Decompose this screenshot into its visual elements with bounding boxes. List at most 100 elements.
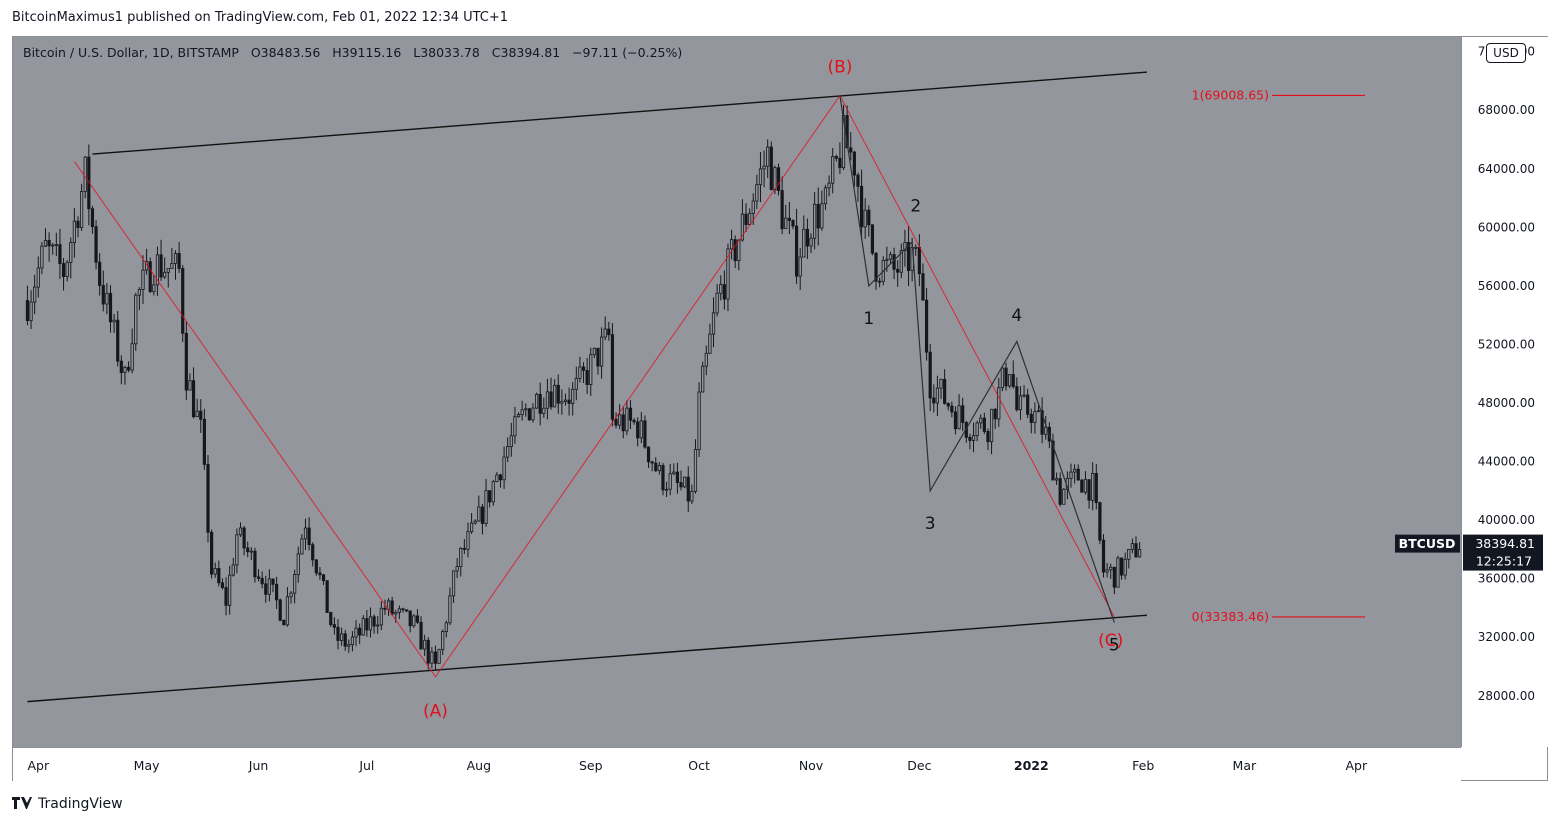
candle-body [159,254,163,278]
candle-body [1112,566,1116,588]
x-tick-label: Dec [907,758,931,773]
candle-body [502,456,506,481]
candle-body [1008,374,1012,387]
candle-body [704,352,708,367]
candle-body [686,476,690,502]
footer: TradingView [12,795,123,813]
high-label: H [332,45,342,60]
candle-body [1087,479,1091,501]
candle-body [827,182,831,189]
candle-body [957,405,961,430]
candle-body [968,436,972,441]
candle-body [354,627,358,638]
candle-body [358,627,362,636]
candle-body [946,403,950,407]
footer-brand[interactable]: TradingView [38,796,123,812]
candle-body [690,490,694,502]
candle-body [51,244,55,247]
x-tick-label: Sep [579,758,603,773]
candle-body [1040,410,1044,435]
candle-body [166,268,170,273]
low-label: L [413,45,421,60]
candle-body [531,407,535,421]
candle-body [632,419,636,423]
candle-body [831,156,835,184]
candle-body [90,208,95,228]
candle-body [722,284,726,300]
candle-body [1091,473,1095,501]
time-axis[interactable] [13,747,1461,781]
candle-body [885,258,889,261]
candle-body [813,203,817,239]
candle-body [932,397,936,404]
candle-body [105,292,109,305]
candle-body [1076,468,1080,481]
tradingview-logo-icon[interactable] [12,795,32,813]
candle-body [1058,478,1062,505]
plot-area[interactable] [13,37,1461,747]
candle-body [249,550,253,553]
candle-body [163,271,167,278]
candle-body [567,399,571,404]
candle-body [329,612,333,626]
candle-body [123,366,127,374]
candle-body [1109,566,1113,571]
candle-body [657,465,661,472]
candle-body [636,421,640,439]
candle-body [574,377,578,390]
candle-body [758,168,763,186]
x-tick-label: Feb [1132,758,1154,773]
candle-body [1130,543,1135,550]
candle-body [856,174,860,187]
x-tick-label: 2022 [1014,758,1049,773]
candle-body [314,559,318,574]
candle-body [184,332,188,391]
price-axis[interactable] [1461,37,1548,747]
candle-body [29,301,33,322]
candle-body [217,568,221,584]
candle-body [98,261,102,286]
candle-body [971,435,976,441]
candle-body [213,568,217,575]
candle-body [188,380,192,391]
candle-body [618,414,622,426]
candle-body [516,414,521,418]
candle-body [802,228,806,258]
candle-body [220,582,225,588]
candle-body [1080,479,1084,493]
candle-body [726,248,730,300]
candle-body [975,422,979,437]
candle-body [343,633,347,647]
y-tick-label: 40000.00 [1478,513,1535,527]
candle-body [553,384,557,408]
candle-body [961,405,965,423]
candle-body [888,254,893,260]
candle-body [170,263,174,269]
candle-body [787,217,791,221]
candle-body [914,246,918,249]
candles [25,104,1142,670]
candle-body [639,420,643,439]
candle-body [766,146,770,167]
candle-body [578,366,582,379]
candle-body [621,414,625,432]
candle-body [336,626,340,641]
candle-body [231,564,235,576]
candle-body [390,600,394,615]
candle-body [596,347,600,367]
currency-button[interactable]: USD [1486,43,1526,63]
candle-body [719,284,723,294]
candle-body [921,273,925,301]
candle-body [668,473,672,490]
candle-body [293,574,297,594]
candle-body [870,224,875,254]
candle-body [935,387,940,404]
candle-body [173,253,178,264]
candle-body [1026,394,1030,415]
candle-body [235,534,239,566]
candle-body [1029,413,1033,423]
y-tick-label: 28000.00 [1478,689,1535,703]
candle-body [1051,440,1055,481]
x-tick-label: Mar [1233,758,1257,773]
candle-body [350,636,355,646]
